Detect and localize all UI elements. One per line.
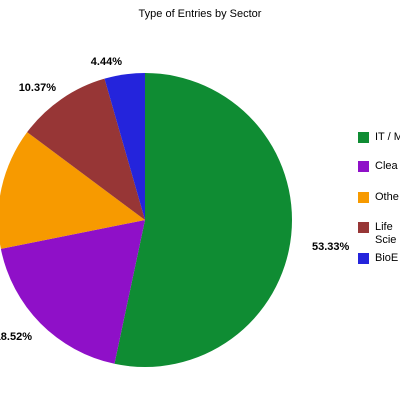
legend-label: BioE (375, 252, 399, 264)
legend-swatch (358, 192, 369, 203)
data-label: 18.52% (0, 331, 32, 343)
legend-swatch (358, 161, 369, 172)
pie-slice (0, 220, 145, 364)
pie-slice (104, 73, 145, 220)
data-label: 10.37% (19, 82, 57, 94)
legend-label: IT / M (375, 131, 400, 143)
legend-swatch (358, 222, 369, 233)
legend-item: Clea (358, 160, 400, 173)
data-label: 53.33% (312, 241, 350, 253)
legend-item: Othe (358, 191, 400, 204)
legend-item: IT / M (358, 131, 400, 144)
data-label: 4.44% (91, 56, 122, 68)
legend-item: Life Scie (358, 221, 400, 247)
legend-label: Life Scie (375, 221, 397, 246)
legend-swatch (358, 132, 369, 143)
pie-slice (27, 78, 145, 220)
legend-label: Clea (375, 160, 398, 172)
pie-slice (114, 73, 293, 368)
legend-swatch (358, 253, 369, 264)
chart-title: Type of Entries by Sector (139, 8, 262, 20)
pie-slice (0, 132, 145, 249)
legend-label: Othe (375, 191, 399, 203)
legend-item: BioE (358, 252, 400, 265)
